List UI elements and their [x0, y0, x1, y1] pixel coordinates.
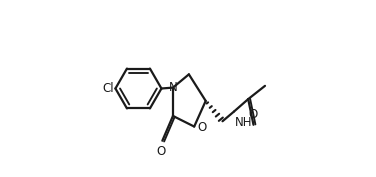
Text: O: O — [248, 108, 257, 121]
Text: N: N — [168, 81, 177, 94]
Text: NH: NH — [235, 116, 252, 129]
Text: O: O — [157, 145, 166, 158]
Text: Cl: Cl — [102, 82, 114, 95]
Text: O: O — [197, 121, 207, 134]
